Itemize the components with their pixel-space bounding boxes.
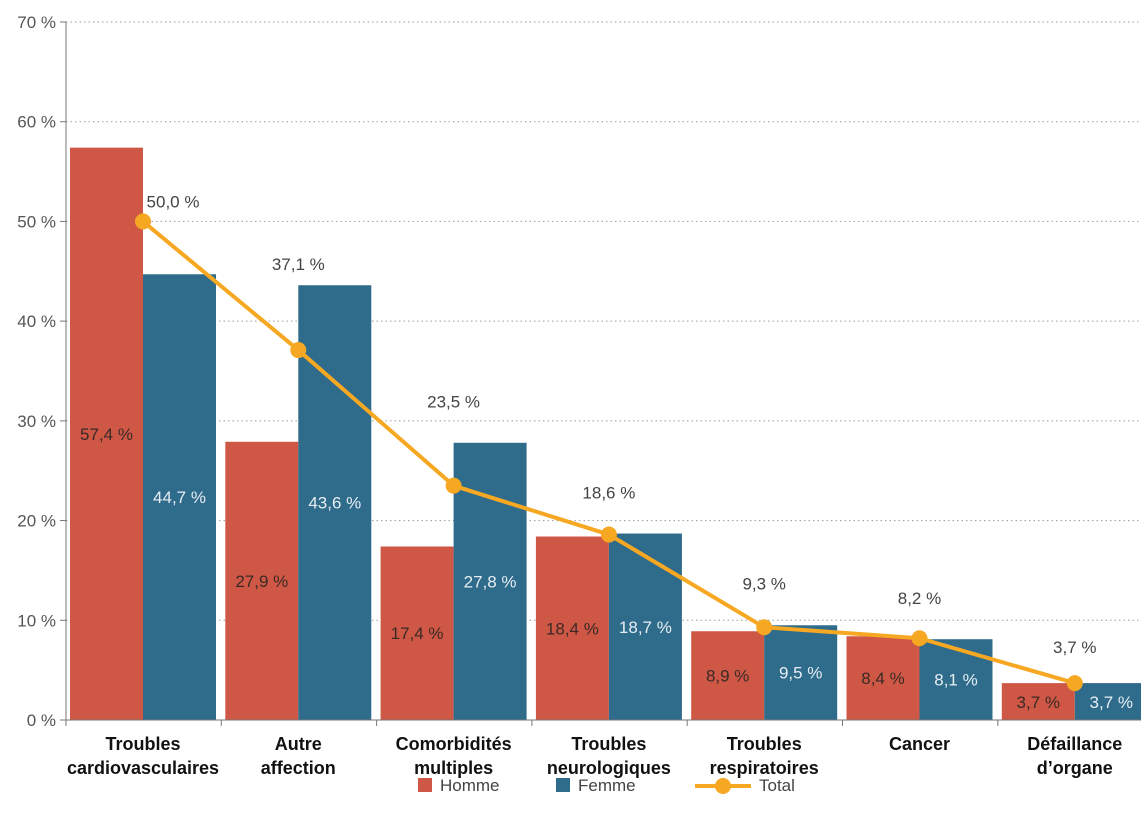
bar-label-homme: 8,9 % bbox=[706, 667, 749, 686]
y-tick-label: 70 % bbox=[17, 13, 56, 32]
total-label: 50,0 % bbox=[147, 192, 200, 211]
bar-homme bbox=[225, 441, 299, 720]
bar-label-femme: 9,5 % bbox=[779, 664, 822, 683]
bar-label-homme: 8,4 % bbox=[861, 669, 904, 688]
bar-femme bbox=[608, 533, 682, 720]
y-tick-label: 40 % bbox=[17, 312, 56, 331]
legend-marker-total bbox=[715, 778, 731, 794]
bar-label-femme: 44,7 % bbox=[153, 488, 206, 507]
bar-label-femme: 27,8 % bbox=[464, 572, 517, 591]
category-label: Cancer bbox=[889, 734, 950, 754]
bar-label-homme: 18,4 % bbox=[546, 619, 599, 638]
total-label: 8,2 % bbox=[898, 589, 941, 608]
bar-label-homme: 27,9 % bbox=[235, 572, 288, 591]
y-tick-label: 0 % bbox=[27, 711, 56, 730]
y-tick-label: 10 % bbox=[17, 611, 56, 630]
total-point bbox=[756, 619, 773, 636]
legend-swatch-femme bbox=[556, 778, 570, 792]
category-label: cardiovasculaires bbox=[67, 758, 219, 778]
category-label: Troubles bbox=[727, 734, 802, 754]
bar-homme bbox=[846, 636, 920, 720]
total-label: 37,1 % bbox=[272, 255, 325, 274]
y-tick-label: 60 % bbox=[17, 113, 56, 132]
category-label: d’organe bbox=[1037, 758, 1113, 778]
category-label: Troubles bbox=[571, 734, 646, 754]
bar-label-homme: 3,7 % bbox=[1017, 693, 1060, 712]
legend-label-homme: Homme bbox=[440, 776, 500, 795]
legend: Homme Femme Total bbox=[418, 776, 795, 795]
bar-homme bbox=[1001, 683, 1075, 720]
bar-label-homme: 17,4 % bbox=[391, 624, 444, 643]
bar-label-femme: 3,7 % bbox=[1090, 693, 1133, 712]
total-label: 23,5 % bbox=[427, 393, 480, 412]
category-label: Autre bbox=[275, 734, 322, 754]
total-point bbox=[1066, 675, 1083, 692]
category-label: respiratoires bbox=[710, 758, 819, 778]
bar-femme bbox=[1074, 683, 1141, 720]
y-tick-label: 20 % bbox=[17, 512, 56, 531]
bar-label-homme: 57,4 % bbox=[80, 425, 133, 444]
bar-femme bbox=[143, 274, 216, 720]
bar-label-femme: 18,7 % bbox=[619, 618, 672, 637]
total-point bbox=[600, 526, 617, 543]
bar-femme bbox=[764, 625, 838, 720]
total-label: 3,7 % bbox=[1053, 638, 1096, 657]
legend-label-total: Total bbox=[759, 776, 795, 795]
category-label: Troubles bbox=[105, 734, 180, 754]
y-tick-label: 30 % bbox=[17, 412, 56, 431]
bar-femme bbox=[919, 639, 993, 720]
gridlines bbox=[66, 21, 1141, 621]
total-line bbox=[135, 213, 1083, 692]
bar-homme bbox=[380, 546, 454, 720]
category-label: multiples bbox=[414, 758, 493, 778]
total-point bbox=[445, 477, 462, 494]
bar-label-femme: 43,6 % bbox=[308, 494, 361, 513]
total-label: 9,3 % bbox=[742, 574, 785, 593]
bar-femme bbox=[298, 285, 372, 720]
y-tick-label: 50 % bbox=[17, 212, 56, 231]
bar-homme bbox=[535, 536, 609, 720]
data-labels: 57,4 % 44,7 % 27,9 % 43,6 % 17,4 % 27,8 % 18,4… bbox=[80, 192, 1133, 712]
total-point bbox=[911, 630, 928, 647]
bar-homme bbox=[70, 147, 143, 720]
legend-label-femme: Femme bbox=[578, 776, 636, 795]
total-label: 18,6 % bbox=[582, 484, 635, 503]
bar-homme bbox=[691, 631, 765, 720]
category-label: neurologiques bbox=[547, 758, 671, 778]
bars bbox=[70, 147, 1141, 720]
category-label: affection bbox=[261, 758, 336, 778]
category-label: Défaillance bbox=[1027, 734, 1122, 754]
total-point bbox=[290, 342, 307, 359]
category-label: Comorbidités bbox=[396, 734, 512, 754]
total-point bbox=[135, 213, 151, 230]
legend-swatch-homme bbox=[418, 778, 432, 792]
bar-label-femme: 8,1 % bbox=[934, 671, 977, 690]
axes: 0 % 10 % 20 % 30 % 40 % 50 % 60 % 70 % Troubles c… bbox=[17, 13, 1141, 778]
